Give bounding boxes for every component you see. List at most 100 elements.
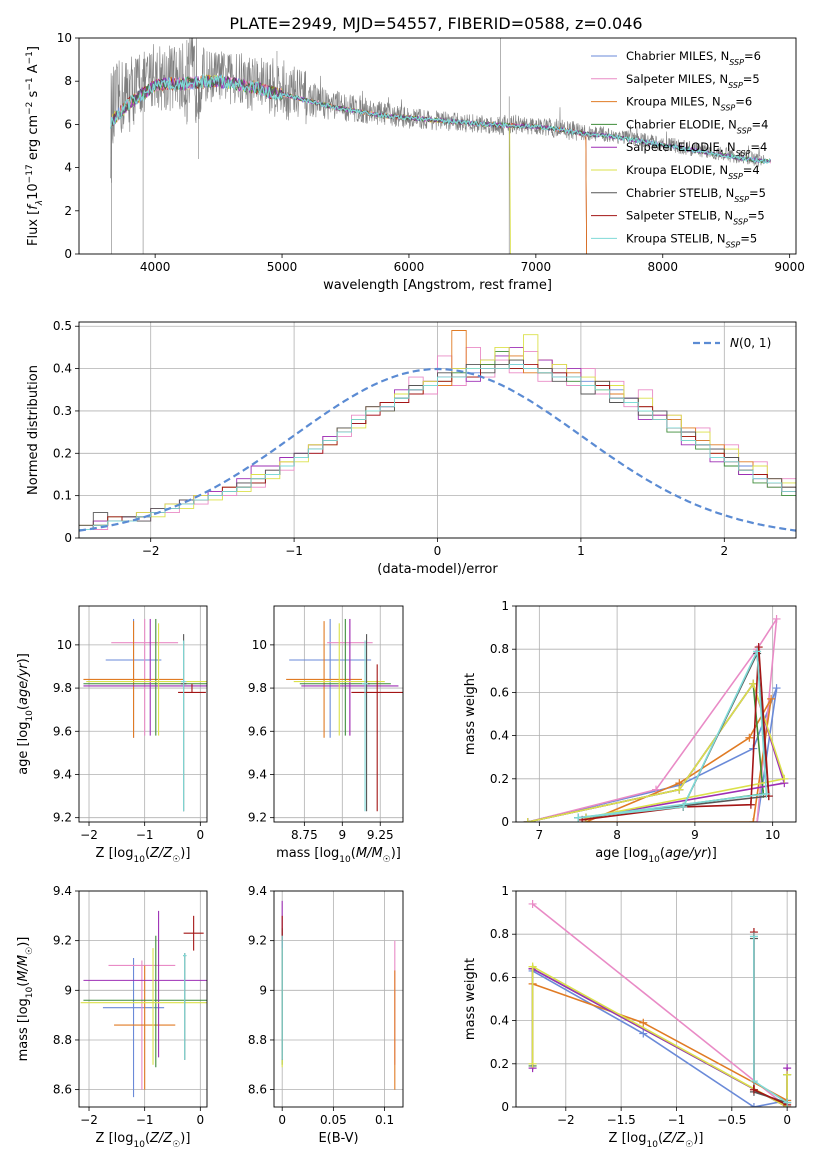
weight-marker bbox=[783, 1098, 792, 1107]
x-tick-label: 0.05 bbox=[320, 1113, 347, 1127]
axes-frame bbox=[273, 605, 404, 823]
y-tick-label: 0 bbox=[64, 247, 72, 261]
weight-line-salpeter-miles bbox=[532, 903, 788, 1107]
panel-z-age: −2 −1 0 9.2 9.4 9.6 9.8 10 Z [log10(Z/Z☉)] age [l… bbox=[16, 605, 208, 865]
histogram-kroupa-elodie bbox=[79, 334, 796, 526]
histogram-salpeter-elodie bbox=[79, 346, 796, 530]
x-axis-label: E(B-V) bbox=[318, 1131, 358, 1146]
y-tick-label: 6 bbox=[64, 117, 72, 131]
x-tick-label: 9000 bbox=[774, 260, 805, 274]
axes-frame bbox=[273, 890, 404, 1108]
weight-marker bbox=[749, 1077, 758, 1086]
panel-age-weight: 7 8 9 10 0 0.2 0.4 0.6 0.8 1 age [log10(age/yr)] ma… bbox=[463, 599, 797, 865]
legend-label: Chabrier STELIB, NSSP=5 bbox=[626, 186, 766, 204]
x-axis-label: wavelength [Angstrom, rest frame] bbox=[323, 278, 552, 293]
plot-area bbox=[281, 900, 396, 1090]
x-tick-label: 0 bbox=[434, 544, 442, 558]
axes-frame bbox=[78, 605, 208, 823]
x-tick-label: 0.1 bbox=[375, 1113, 394, 1127]
y-tick-label: 10 bbox=[252, 638, 267, 652]
y-tick-label: 0.5 bbox=[53, 319, 72, 333]
weight-marker bbox=[753, 818, 762, 822]
x-tick-label: −1 bbox=[136, 1113, 154, 1127]
y-tick-label: 8.8 bbox=[53, 1033, 72, 1047]
axes-frame bbox=[515, 890, 797, 1108]
weight-marker bbox=[528, 1059, 537, 1068]
weight-marker bbox=[639, 1018, 648, 1027]
y-tick-label: 9 bbox=[64, 983, 72, 997]
y-tick-label: 10 bbox=[57, 31, 72, 45]
x-tick-label: 0 bbox=[197, 828, 205, 842]
y-tick-label: 8 bbox=[64, 74, 72, 88]
y-tick-label: 0.6 bbox=[490, 970, 509, 984]
y-tick-label: 9.6 bbox=[53, 724, 72, 738]
y-tick-label: 0.8 bbox=[490, 927, 509, 941]
x-tick-label: 9 bbox=[338, 828, 346, 842]
panel-residuals: −2 −1 0 1 2 0 0.1 0.2 0.3 0.4 0.5 (data-model)/erro… bbox=[26, 319, 797, 577]
weight-marker bbox=[762, 789, 771, 798]
y-tick-label: 9.8 bbox=[53, 681, 72, 695]
y-tick-label: 0 bbox=[501, 1100, 509, 1114]
x-tick-label: −1 bbox=[285, 544, 303, 558]
legend-label: Kroupa ELODIE, NSSP=4 bbox=[626, 163, 760, 181]
weight-marker bbox=[772, 684, 781, 693]
x-tick-label: −2 bbox=[557, 1113, 575, 1127]
weight-line-kroupa-elodie bbox=[531, 965, 788, 1107]
legend-label: N(0, 1) bbox=[730, 336, 771, 350]
y-tick-label: 9.2 bbox=[53, 934, 72, 948]
panel-spectrum: 4000 5000 6000 7000 8000 9000 0 2 4 6 8 10 wavelengt… bbox=[25, 31, 805, 293]
weight-marker bbox=[679, 802, 688, 811]
y-tick-label: 0.1 bbox=[53, 489, 72, 503]
x-tick-label: 0 bbox=[278, 1113, 286, 1127]
panel-z-weight: −2 −1.5 −1 −0.5 0 0 0.2 0.4 0.6 0.8 1 Z [log10(Z/Z☉… bbox=[463, 884, 797, 1150]
y-tick-label: 0.8 bbox=[490, 642, 509, 656]
x-tick-label: 10 bbox=[765, 828, 780, 842]
x-tick-label: 5000 bbox=[267, 260, 298, 274]
axes-frame bbox=[78, 321, 797, 539]
y-tick-label: 9.4 bbox=[248, 884, 267, 898]
histogram-salpeter-miles bbox=[79, 346, 796, 530]
x-tick-label: 4000 bbox=[140, 260, 171, 274]
x-axis-label: Z [log10(Z/Z☉)] bbox=[96, 1131, 191, 1150]
x-tick-label: −1 bbox=[668, 1113, 686, 1127]
gaussian-curve bbox=[79, 367, 796, 532]
x-tick-label: −1 bbox=[136, 828, 154, 842]
weight-marker bbox=[749, 932, 758, 941]
weight-line-kroupa-miles bbox=[585, 698, 772, 822]
plot-area bbox=[79, 330, 796, 532]
weight-marker bbox=[528, 899, 537, 908]
y-tick-label: 9.8 bbox=[248, 681, 267, 695]
x-axis-label: (data-model)/error bbox=[377, 562, 498, 577]
weight-marker bbox=[746, 800, 755, 809]
model-line-kroupa-stelib bbox=[110, 73, 771, 165]
panel-ebv-mass: 0 0.05 0.1 8.6 8.8 9 9.2 9.4 E(B-V) bbox=[248, 884, 404, 1146]
y-tick-label: 0.4 bbox=[490, 729, 509, 743]
x-tick-label: −0.5 bbox=[717, 1113, 746, 1127]
histogram-chabrier-miles bbox=[79, 363, 796, 530]
weight-marker bbox=[528, 962, 537, 971]
weight-marker bbox=[780, 774, 789, 783]
weight-marker bbox=[745, 733, 754, 742]
x-tick-label: 0 bbox=[197, 1113, 205, 1127]
weight-marker bbox=[749, 1103, 758, 1107]
y-tick-label: 9.4 bbox=[53, 884, 72, 898]
y-tick-label: 0.2 bbox=[490, 1057, 509, 1071]
x-tick-label: −2 bbox=[80, 1113, 98, 1127]
x-axis-label: mass [log10(M/M☉)] bbox=[276, 846, 401, 865]
y-tick-label: 0.6 bbox=[490, 685, 509, 699]
x-tick-label: 7 bbox=[536, 828, 544, 842]
legend-label: Salpeter MILES, NSSP=5 bbox=[626, 72, 760, 90]
weight-line-kroupa-stelib bbox=[753, 936, 788, 1104]
y-tick-label: 9 bbox=[259, 983, 267, 997]
legend-label: Chabrier MILES, NSSP=6 bbox=[626, 49, 761, 67]
y-tick-label: 2 bbox=[64, 204, 72, 218]
x-tick-label: 2 bbox=[720, 544, 728, 558]
weight-line-kroupa-miles bbox=[532, 983, 788, 1102]
plot-area bbox=[528, 899, 792, 1107]
plot-area bbox=[83, 618, 207, 812]
model-line-salpeter-elodie bbox=[110, 75, 771, 164]
y-axis-label: Flux [fλ10−17 erg cm−2 s−1 A−1] bbox=[25, 46, 45, 246]
y-tick-label: 0.4 bbox=[490, 1014, 509, 1028]
x-tick-label: 7000 bbox=[521, 260, 552, 274]
